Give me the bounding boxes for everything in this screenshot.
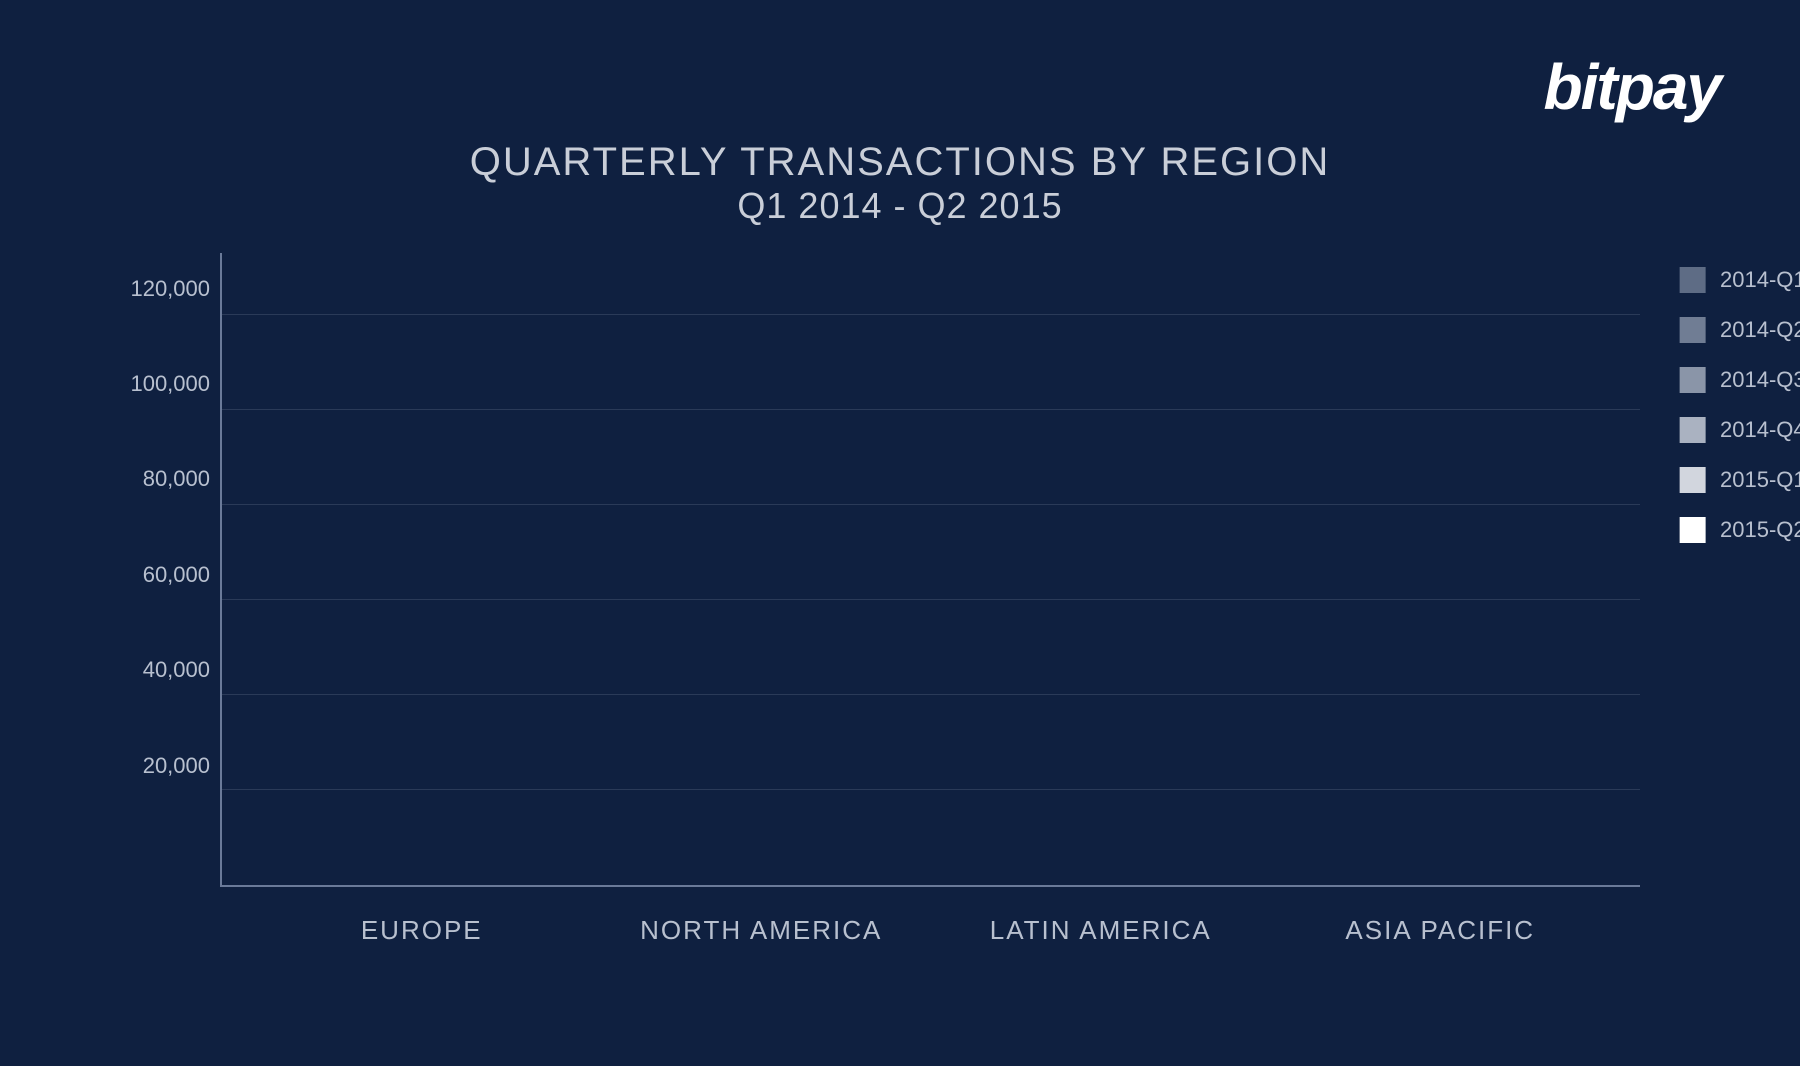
legend-label: 2014-Q1: [1720, 267, 1800, 293]
y-tick-label: 20,000: [110, 753, 210, 779]
x-axis-label: EUROPE: [252, 915, 592, 946]
gridline: [222, 789, 1640, 790]
plot-area: EUROPENORTH AMERICALATIN AMERICAASIA PAC…: [220, 267, 1640, 887]
x-axis-label: NORTH AMERICA: [592, 915, 932, 946]
legend-swatch: [1680, 367, 1706, 393]
legend-swatch: [1680, 467, 1706, 493]
brand-logo: bitpay: [1544, 50, 1720, 124]
legend-label: 2014-Q4: [1720, 417, 1800, 443]
x-axis-labels: EUROPENORTH AMERICALATIN AMERICAASIA PAC…: [222, 915, 1640, 946]
y-tick-label: 60,000: [110, 562, 210, 588]
y-tick-label: 80,000: [110, 466, 210, 492]
axis-top-tick: [220, 253, 222, 267]
legend-swatch: [1680, 267, 1706, 293]
legend-label: 2014-Q2: [1720, 317, 1800, 343]
gridline: [222, 409, 1640, 410]
chart-page: bitpay QUARTERLY TRANSACTIONS BY REGION …: [0, 0, 1800, 1066]
legend-label: 2015-Q2: [1720, 517, 1800, 543]
legend-item: 2015-Q1: [1680, 467, 1800, 493]
y-axis: 20,000 40,000 60,000 80,000 100,000 120,000: [110, 267, 210, 887]
legend-item: 2015-Q2: [1680, 517, 1800, 543]
x-axis-label: ASIA PACIFIC: [1271, 915, 1611, 946]
gridline: [222, 599, 1640, 600]
chart-title: QUARTERLY TRANSACTIONS BY REGION: [80, 140, 1720, 185]
title-block: QUARTERLY TRANSACTIONS BY REGION Q1 2014…: [80, 140, 1720, 227]
chart-area: 20,00040,00060,00080,000100,000120,000 E…: [220, 267, 1640, 887]
x-axis-label: LATIN AMERICA: [931, 915, 1271, 946]
legend-swatch: [1680, 317, 1706, 343]
legend-item: 2014-Q1: [1680, 267, 1800, 293]
gridline: [222, 694, 1640, 695]
legend-item: 2014-Q2: [1680, 317, 1800, 343]
y-tick-label: 40,000: [110, 657, 210, 683]
legend-item: 2014-Q3: [1680, 367, 1800, 393]
gridline: [222, 504, 1640, 505]
legend-label: 2014-Q3: [1720, 367, 1800, 393]
y-tick-label: 120,000: [110, 276, 210, 302]
chart-subtitle: Q1 2014 - Q2 2015: [80, 185, 1720, 227]
legend: 2014-Q1 2014-Q2 2014-Q3 2014-Q4 2015-Q1 2015-…: [1650, 267, 1800, 567]
legend-swatch: [1680, 417, 1706, 443]
legend-item: 2014-Q4: [1680, 417, 1800, 443]
y-tick-label: 100,000: [110, 371, 210, 397]
legend-swatch: [1680, 517, 1706, 543]
gridline: [222, 314, 1640, 315]
legend-label: 2015-Q1: [1720, 467, 1800, 493]
bar-groups: [222, 267, 1640, 885]
